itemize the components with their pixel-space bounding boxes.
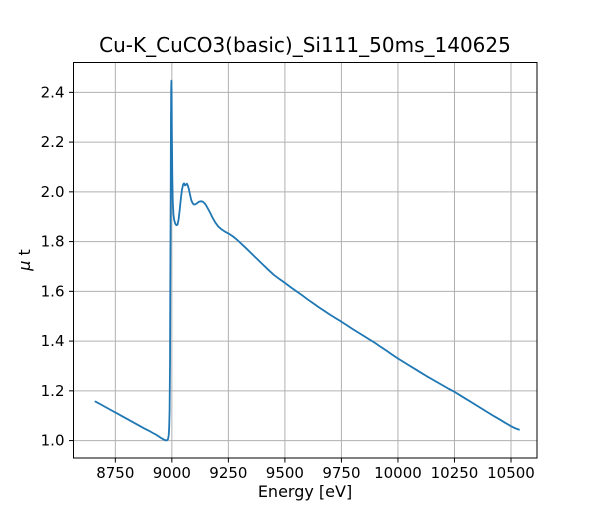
x-tick-label: 10000 bbox=[374, 464, 422, 482]
y-axis-label-t: t bbox=[15, 249, 34, 260]
plot-border bbox=[73, 62, 538, 459]
y-tick-label: 2.2 bbox=[41, 133, 65, 151]
x-tick-label: 10500 bbox=[487, 464, 535, 482]
text-layer: Cu-K_CuCO3(basic)_Si111_50ms_140625 Ener… bbox=[15, 33, 511, 501]
y-axis-label: μ t bbox=[15, 249, 34, 272]
series-layer bbox=[94, 79, 520, 442]
y-axis-label-mu: μ bbox=[15, 261, 34, 272]
x-tick-label: 9500 bbox=[266, 464, 304, 482]
y-tick-label: 1.8 bbox=[41, 233, 65, 251]
y-tick-label: 1.2 bbox=[41, 382, 65, 400]
y-tick-label: 2.4 bbox=[41, 83, 65, 101]
y-tick-label: 1.4 bbox=[41, 332, 65, 350]
tick-labels-layer: 8750 9000 9250 9500 9750 10000 10250 10500 1.0 1.… bbox=[41, 83, 535, 482]
chart-title: Cu-K_CuCO3(basic)_Si111_50ms_140625 bbox=[99, 33, 511, 57]
axes-layer bbox=[69, 62, 538, 463]
x-tick-label: 9000 bbox=[153, 464, 191, 482]
y-tick-label: 1.6 bbox=[41, 282, 65, 300]
y-tick-label: 1.0 bbox=[41, 432, 65, 450]
x-tick-label: 9750 bbox=[322, 464, 360, 482]
x-tick-label: 9250 bbox=[209, 464, 247, 482]
x-tick-label: 10250 bbox=[431, 464, 479, 482]
spectrum-line bbox=[94, 79, 520, 442]
y-tick-label: 2.0 bbox=[41, 183, 65, 201]
grid-layer bbox=[73, 62, 537, 458]
x-axis-label: Energy [eV] bbox=[258, 482, 352, 501]
x-tick-label: 8750 bbox=[96, 464, 134, 482]
